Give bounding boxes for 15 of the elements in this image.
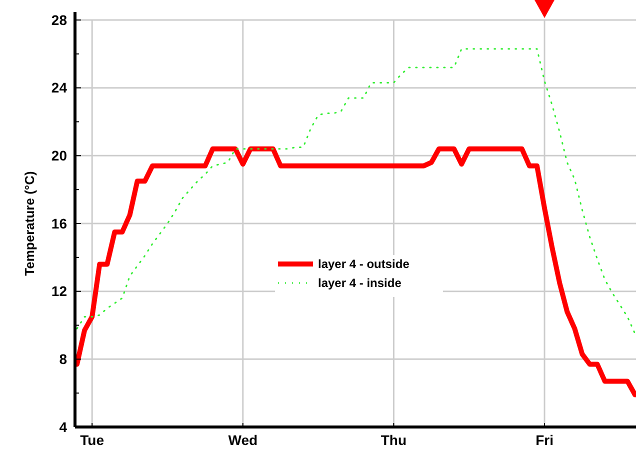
x-tick-label: Thu xyxy=(380,432,407,448)
y-tick-label: 12 xyxy=(51,283,68,300)
legend-label: layer 4 - inside xyxy=(318,276,402,290)
y-tick-label: 28 xyxy=(51,12,68,28)
x-tick-label: Wed xyxy=(228,432,258,448)
y-tick-label: 24 xyxy=(51,80,68,96)
y-tick-label: 20 xyxy=(51,148,68,164)
y-tick-label: 16 xyxy=(51,215,68,232)
legend-label: layer 4 - outside xyxy=(318,257,410,272)
y-axis-title: Temperature (°C) xyxy=(22,171,37,276)
line-series xyxy=(76,48,636,334)
x-tick-label: Fri xyxy=(536,432,554,448)
y-tick-label: 4 xyxy=(59,418,68,435)
x-tick-label: Tue xyxy=(80,432,104,448)
y-tick-label: 8 xyxy=(59,351,68,368)
